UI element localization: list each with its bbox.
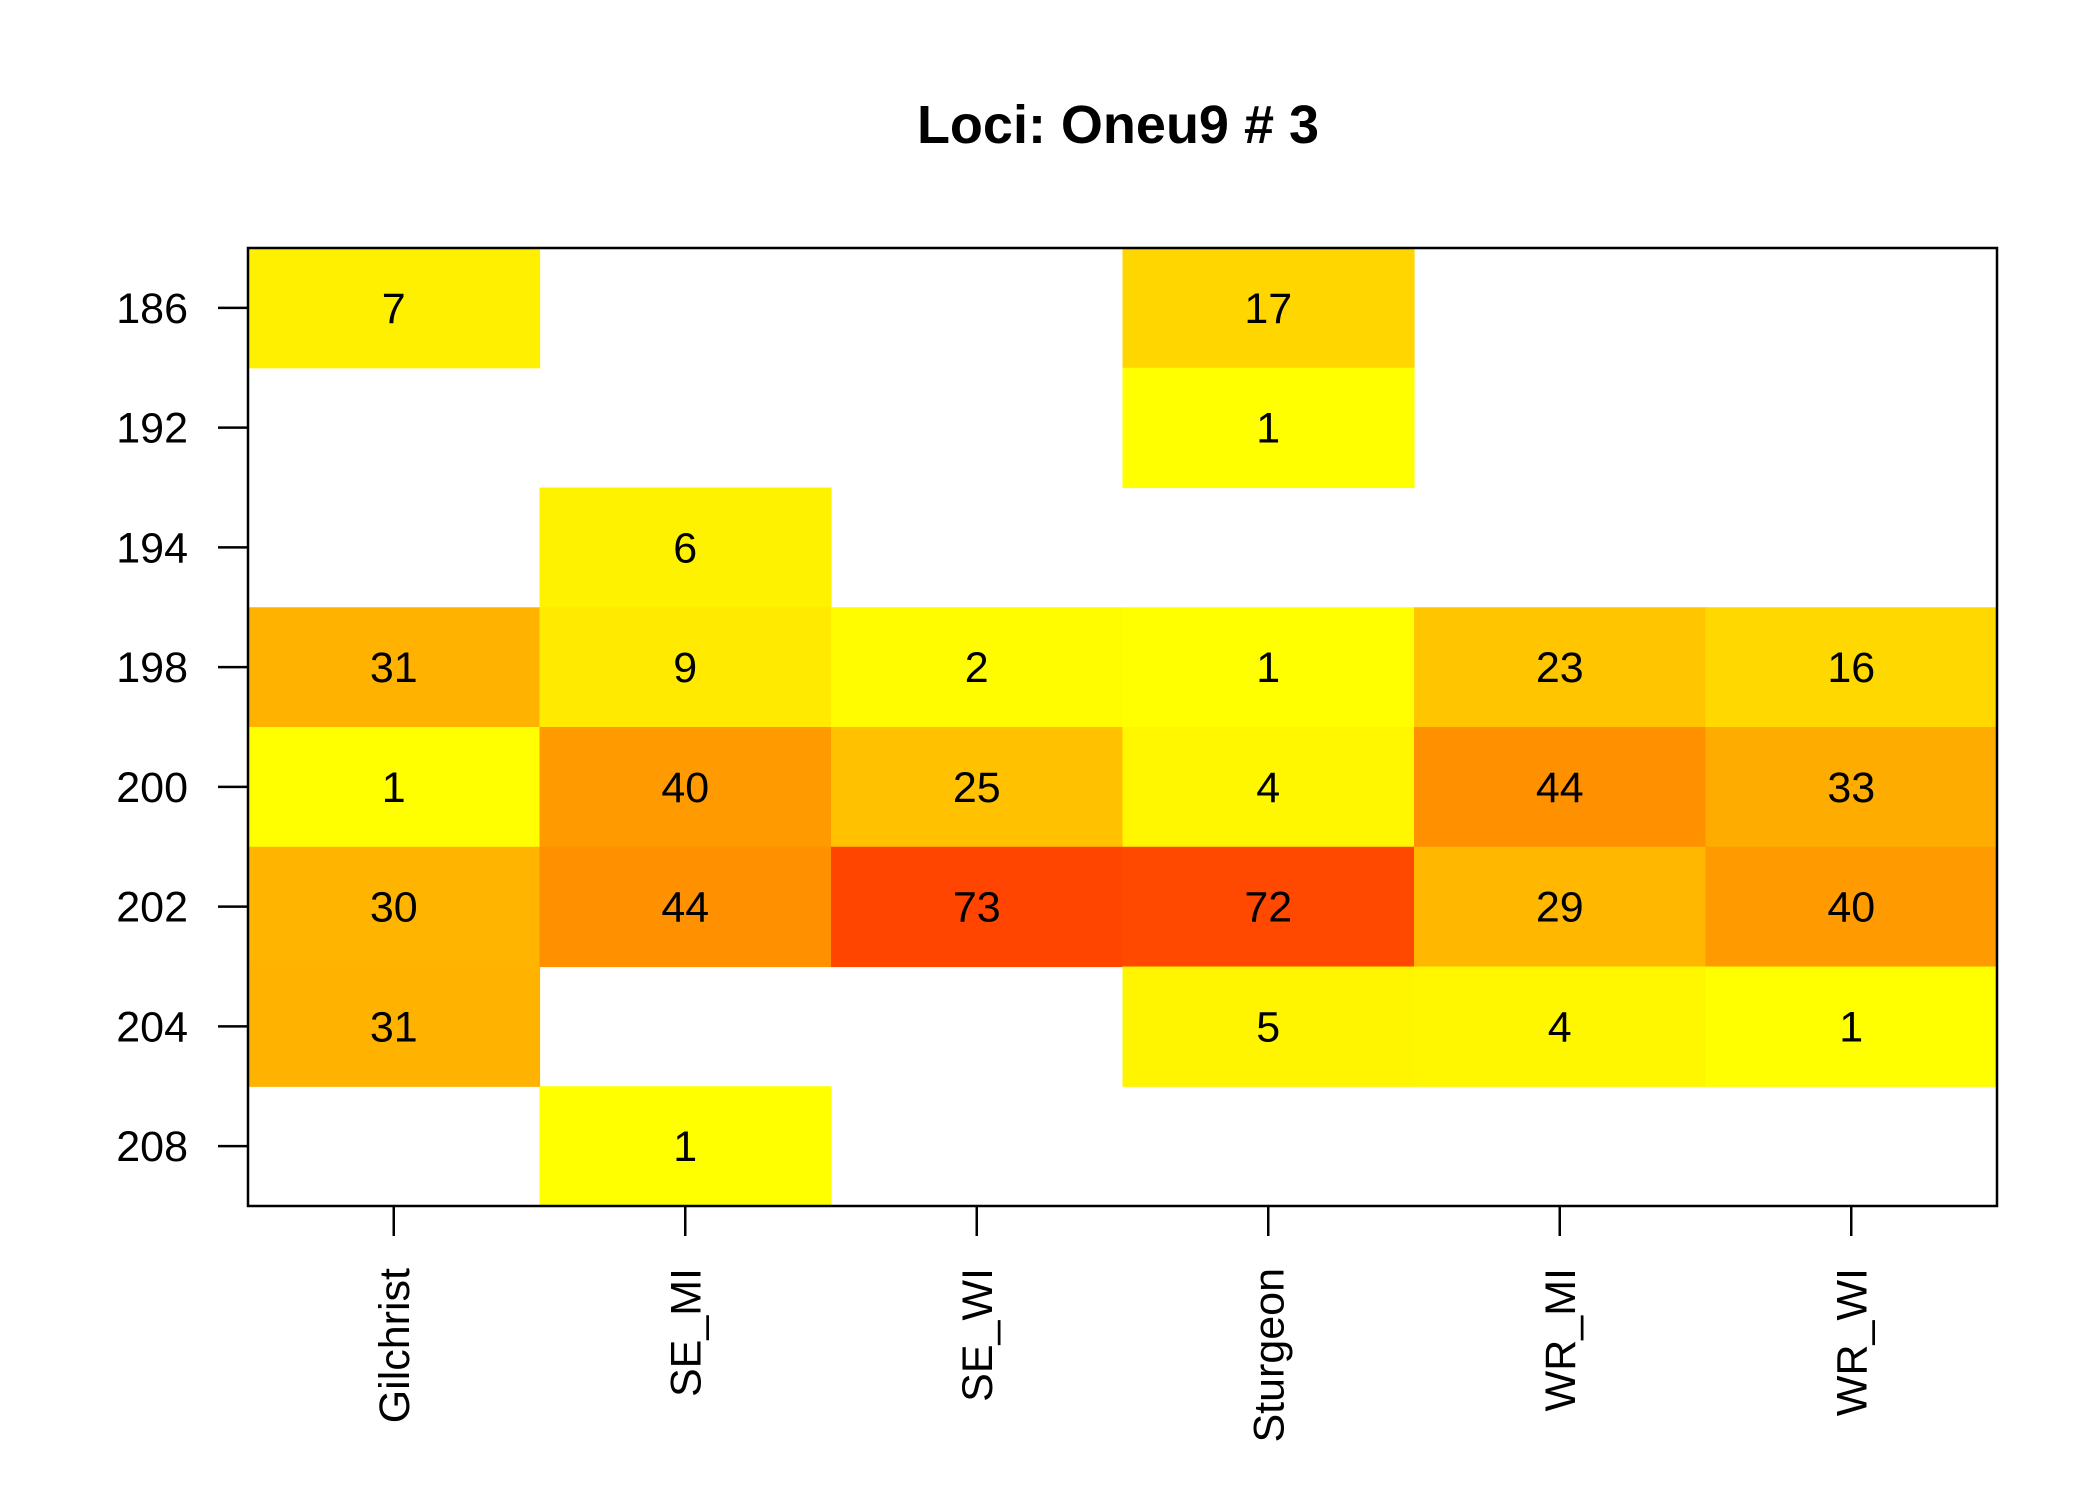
heatmap-cell [1414, 966, 1707, 1087]
cell-value-label: 40 [1827, 884, 1875, 932]
heatmap-cell [1122, 607, 1415, 728]
heatmap-cell [1122, 367, 1415, 489]
cell-value-label: 1 [1256, 405, 1280, 453]
heatmap-cell [1414, 846, 1707, 968]
cell-value-label: 25 [953, 764, 1001, 812]
heatmap-cell [831, 846, 1124, 968]
cell-value-label: 30 [370, 884, 418, 932]
heatmap-cell [1705, 846, 1998, 968]
heatmap-cell [1705, 607, 1998, 728]
cell-value-label: 44 [1536, 764, 1584, 812]
cell-value-label: 72 [1244, 884, 1292, 932]
y-tick-label: 200 [116, 764, 188, 812]
cell-value-label: 4 [1548, 1003, 1572, 1051]
cell-value-label: 1 [1839, 1003, 1863, 1051]
cell-value-label: 73 [953, 884, 1001, 932]
plot-frame [246, 246, 1999, 1208]
y-tick-label: 186 [116, 285, 188, 333]
x-tick-label: WR_MI [1537, 1268, 1585, 1411]
cell-value-label: 5 [1256, 1003, 1280, 1051]
x-axis: Gilchrist SE_MI SE_WI Sturgeon WR_MI WR_WI [371, 1206, 1876, 1443]
cell-value-label: 33 [1827, 764, 1875, 812]
y-tick-label: 194 [116, 524, 188, 572]
y-tick-label: 192 [116, 405, 188, 453]
cell-value-label: 4 [1256, 764, 1280, 812]
heatmap-cells [248, 248, 1998, 1207]
heatmap-cell [1414, 607, 1707, 728]
heatmap-cell [1414, 727, 1707, 848]
heatmap-cell [1705, 966, 1998, 1087]
x-tick-label: SE_WI [954, 1268, 1002, 1402]
heatmap-cell [248, 607, 541, 728]
heatmap-cell [1122, 846, 1415, 968]
cell-value-label: 2 [965, 644, 989, 692]
x-tick-label: SE_MI [662, 1268, 710, 1397]
heatmap-cell [539, 727, 832, 848]
x-tick-label: Sturgeon [1245, 1268, 1293, 1443]
chart-title: Loci: Oneu9 # 3 [917, 95, 1319, 155]
x-tick-label: WR_WI [1828, 1268, 1876, 1416]
y-tick-label: 198 [116, 644, 188, 692]
heatmap-cell [248, 966, 541, 1087]
y-axis: 186 192 194 198 200 202 204 208 [116, 285, 248, 1171]
heatmap-cell [248, 248, 541, 369]
heatmap-cell [1122, 727, 1415, 848]
heatmap-cell [1705, 727, 1998, 848]
y-tick-label: 202 [116, 884, 188, 932]
heatmap-cell [539, 1086, 832, 1207]
heatmap-cell [248, 846, 541, 968]
cell-value-label: 7 [382, 285, 406, 333]
cell-value-label: 1 [1256, 644, 1280, 692]
heatmap-cell [1122, 966, 1415, 1087]
x-tick-label: Gilchrist [371, 1268, 419, 1423]
cell-value-label: 23 [1536, 644, 1584, 692]
heatmap-cell [539, 487, 832, 608]
heatmap-cell [248, 727, 541, 848]
y-tick-label: 208 [116, 1123, 188, 1171]
heatmap-cell [831, 607, 1124, 728]
cell-value-label: 44 [661, 884, 709, 932]
cell-value-label: 31 [370, 1003, 418, 1051]
cell-value-label: 6 [673, 524, 697, 572]
cell-value-label: 40 [661, 764, 709, 812]
heatmap-cell [539, 607, 832, 728]
cell-value-label: 9 [673, 644, 697, 692]
heatmap-cell [1122, 248, 1415, 369]
heatmap-cell [539, 846, 832, 968]
cell-value-label: 1 [673, 1123, 697, 1171]
cell-value-label: 31 [370, 644, 418, 692]
cell-value-label: 29 [1536, 884, 1584, 932]
cell-value-label: 16 [1827, 644, 1875, 692]
y-tick-label: 204 [116, 1003, 188, 1051]
cell-value-label: 1 [382, 764, 406, 812]
cell-value-label: 17 [1244, 285, 1292, 333]
heatmap-cell [831, 727, 1124, 848]
